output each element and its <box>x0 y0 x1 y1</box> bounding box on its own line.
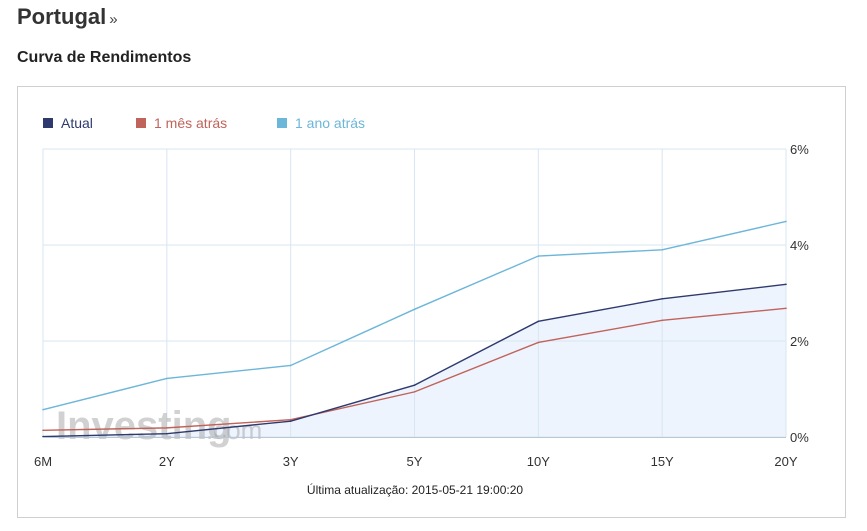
raquo-icon: » <box>109 11 118 28</box>
data-point <box>289 420 292 422</box>
data-point <box>537 320 540 323</box>
data-point <box>661 319 663 322</box>
data-point <box>413 308 416 311</box>
data-point <box>785 283 787 286</box>
section-title: Curva de Rendimentos <box>17 49 192 66</box>
x-tick-label: 3Y <box>283 454 299 469</box>
data-point <box>785 307 787 310</box>
legend-swatch[interactable] <box>277 118 287 128</box>
data-point <box>166 427 168 429</box>
last-update-text: Última atualização: 2015-05-21 19:00:20 <box>307 482 523 497</box>
data-point <box>537 341 540 344</box>
legend-swatch[interactable] <box>43 118 53 128</box>
data-point <box>289 418 292 421</box>
y-tick-label: 2% <box>790 334 809 349</box>
data-point <box>42 408 44 411</box>
data-point <box>166 432 168 435</box>
x-tick-label: 20Y <box>774 454 797 469</box>
data-point <box>413 384 416 386</box>
page-title[interactable]: Portugal» <box>17 4 118 30</box>
data-point <box>661 249 663 251</box>
data-point <box>413 391 416 393</box>
data-point <box>42 429 44 432</box>
watermark-logo-suffix: .com <box>206 415 262 445</box>
data-point <box>166 377 168 380</box>
x-tick-label: 2Y <box>159 454 175 469</box>
area-fill <box>43 284 786 437</box>
legend-swatch[interactable] <box>136 118 146 128</box>
x-tick-label: 6M <box>34 454 52 469</box>
data-point <box>289 364 292 367</box>
x-tick-label: 15Y <box>651 454 674 469</box>
x-tick-label: 10Y <box>527 454 550 469</box>
data-point <box>537 255 540 257</box>
y-tick-label: 6% <box>790 142 809 157</box>
y-tick-label: 4% <box>790 238 809 253</box>
data-point <box>42 435 44 438</box>
yield-curve-chart: Investing .com 6M 2Y 3Y 5Y 10Y 15Y 20Y 0% 2% 4% 6% At… <box>17 86 846 518</box>
data-point <box>661 297 663 300</box>
data-point <box>785 220 787 223</box>
legend-item-label[interactable]: 1 mês atrás <box>154 115 227 131</box>
y-tick-label: 0% <box>790 430 809 445</box>
legend-item-label[interactable]: Atual <box>61 115 93 131</box>
page-title-text[interactable]: Portugal <box>17 4 107 29</box>
legend-item-label[interactable]: 1 ano atrás <box>295 115 365 131</box>
x-tick-label: 5Y <box>407 454 423 469</box>
